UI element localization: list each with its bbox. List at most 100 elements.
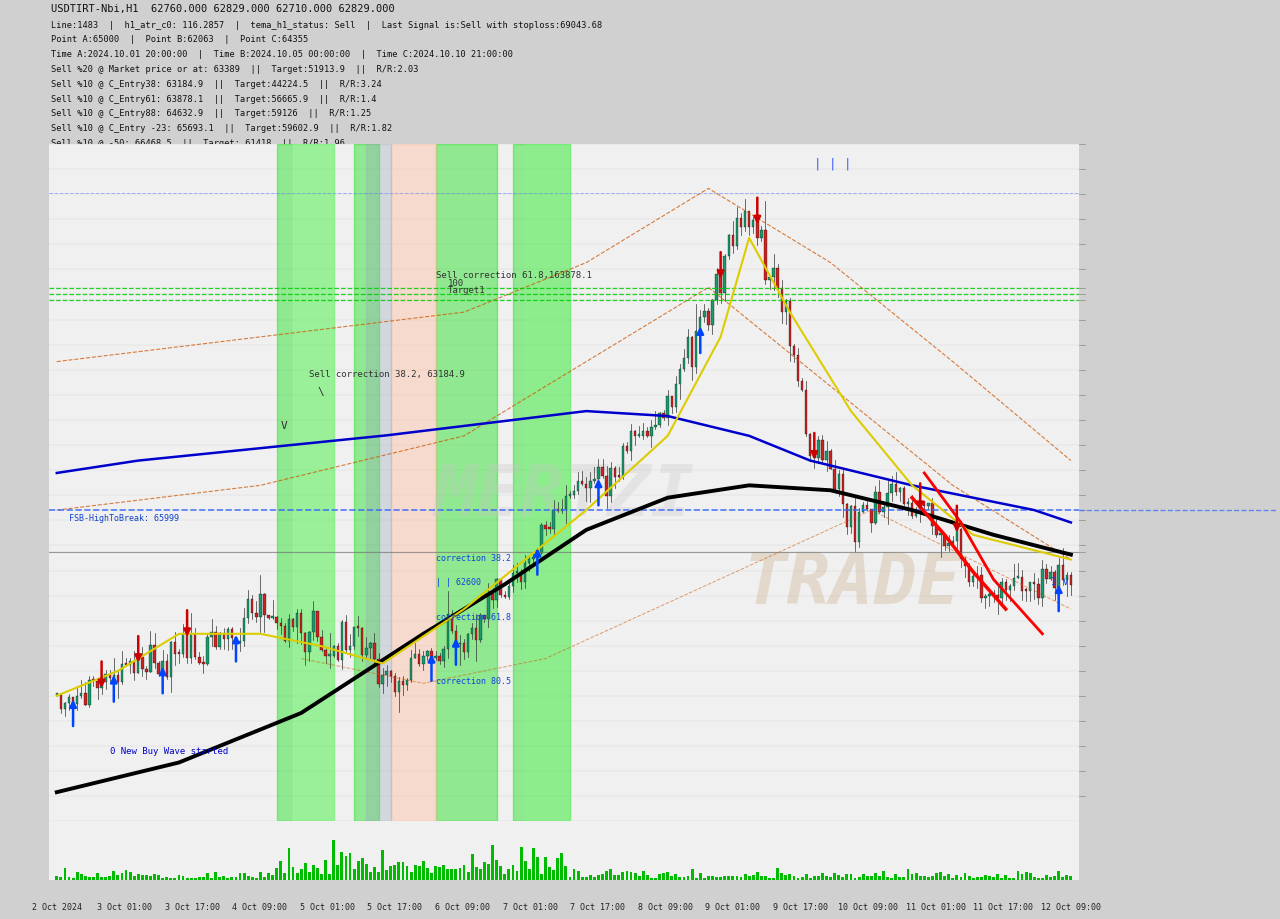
Bar bbox=[524, 860, 526, 880]
Bar bbox=[788, 874, 791, 880]
Bar bbox=[484, 615, 485, 619]
Bar bbox=[915, 510, 918, 516]
Bar bbox=[911, 504, 914, 516]
Bar bbox=[756, 872, 759, 880]
Bar bbox=[422, 656, 425, 664]
Bar bbox=[434, 656, 436, 658]
Text: Sell correction 61.8,163878.1: Sell correction 61.8,163878.1 bbox=[435, 271, 591, 280]
Bar bbox=[1065, 876, 1069, 880]
Bar bbox=[329, 654, 332, 657]
Bar bbox=[878, 493, 881, 513]
Bar bbox=[691, 868, 694, 880]
Bar bbox=[72, 698, 74, 705]
Bar bbox=[292, 867, 294, 880]
Bar bbox=[92, 679, 95, 681]
Bar bbox=[947, 874, 950, 880]
Bar bbox=[557, 857, 559, 880]
Bar bbox=[980, 878, 983, 880]
Bar bbox=[296, 873, 298, 880]
Bar bbox=[564, 866, 567, 880]
Text: MERTZI: MERTZI bbox=[434, 462, 694, 531]
Bar bbox=[622, 872, 625, 880]
Bar bbox=[72, 878, 74, 880]
Bar bbox=[422, 861, 425, 880]
Bar bbox=[234, 639, 237, 643]
Bar bbox=[296, 613, 298, 628]
Bar bbox=[772, 878, 774, 880]
Bar bbox=[1016, 870, 1019, 880]
Bar bbox=[613, 875, 616, 880]
Text: 11 Oct 17:00: 11 Oct 17:00 bbox=[973, 902, 1033, 912]
Bar bbox=[972, 576, 974, 582]
Bar bbox=[129, 872, 132, 880]
Text: V: V bbox=[280, 421, 288, 431]
Bar bbox=[1033, 582, 1036, 584]
Bar bbox=[886, 878, 890, 880]
Text: 11 Oct 01:00: 11 Oct 01:00 bbox=[906, 902, 965, 912]
Bar bbox=[637, 876, 640, 880]
Text: | | 62600: | | 62600 bbox=[435, 578, 480, 586]
Bar bbox=[826, 451, 828, 460]
Bar bbox=[564, 496, 567, 509]
Bar bbox=[637, 435, 640, 437]
Bar bbox=[154, 874, 156, 880]
Bar bbox=[707, 876, 710, 880]
Text: I V: I V bbox=[1051, 577, 1068, 586]
Text: | | |: | | | bbox=[814, 157, 851, 170]
Bar bbox=[284, 627, 287, 641]
Bar bbox=[943, 876, 946, 880]
Bar bbox=[451, 868, 453, 880]
Bar bbox=[609, 869, 612, 880]
Bar bbox=[186, 634, 188, 658]
Bar bbox=[870, 509, 873, 523]
Bar bbox=[927, 504, 929, 506]
Text: Sell %20 @ Market price or at: 63389  ||  Target:51913.9  ||  R/R:2.03: Sell %20 @ Market price or at: 63389 || … bbox=[51, 65, 419, 74]
Bar bbox=[687, 338, 689, 358]
Bar bbox=[968, 566, 970, 582]
Bar bbox=[68, 878, 70, 880]
Bar bbox=[524, 563, 526, 582]
Text: correction 38.2: correction 38.2 bbox=[435, 553, 511, 562]
Bar bbox=[475, 867, 477, 880]
Bar bbox=[516, 572, 518, 573]
Bar bbox=[251, 599, 253, 613]
Bar bbox=[239, 641, 242, 643]
Bar bbox=[503, 596, 506, 597]
Bar bbox=[1057, 870, 1060, 880]
Bar bbox=[150, 645, 152, 672]
Bar bbox=[751, 875, 755, 880]
Bar bbox=[605, 476, 608, 496]
Text: Sell correction 38.2, 63184.9: Sell correction 38.2, 63184.9 bbox=[310, 370, 465, 379]
Bar bbox=[809, 435, 812, 457]
Bar bbox=[479, 615, 481, 641]
Bar bbox=[279, 623, 282, 627]
Bar bbox=[956, 529, 957, 541]
Bar bbox=[79, 694, 82, 696]
Text: 7 Oct 01:00: 7 Oct 01:00 bbox=[503, 902, 558, 912]
Bar bbox=[817, 877, 819, 880]
Bar bbox=[499, 866, 502, 880]
Bar bbox=[503, 874, 506, 880]
Bar bbox=[214, 872, 218, 880]
Text: Sell %10 @ -50: 66468.5  ||  Target: 61418  ||  R/R:1.96: Sell %10 @ -50: 66468.5 || Target: 61418… bbox=[51, 139, 346, 148]
Bar bbox=[764, 231, 767, 281]
Bar bbox=[355, 145, 379, 821]
Bar bbox=[357, 626, 360, 628]
Bar bbox=[344, 857, 347, 880]
Bar bbox=[792, 876, 795, 880]
Bar bbox=[402, 862, 404, 880]
Bar bbox=[785, 301, 787, 312]
Bar bbox=[369, 872, 371, 880]
Bar bbox=[390, 145, 435, 821]
Bar bbox=[643, 432, 644, 437]
Bar bbox=[609, 469, 612, 496]
Bar bbox=[193, 878, 197, 880]
Bar bbox=[227, 878, 229, 880]
Bar bbox=[100, 878, 102, 880]
Bar bbox=[365, 864, 367, 880]
Bar bbox=[507, 868, 511, 880]
Bar bbox=[374, 643, 376, 659]
Bar bbox=[602, 874, 604, 880]
Bar bbox=[438, 868, 442, 880]
Bar bbox=[443, 865, 445, 880]
